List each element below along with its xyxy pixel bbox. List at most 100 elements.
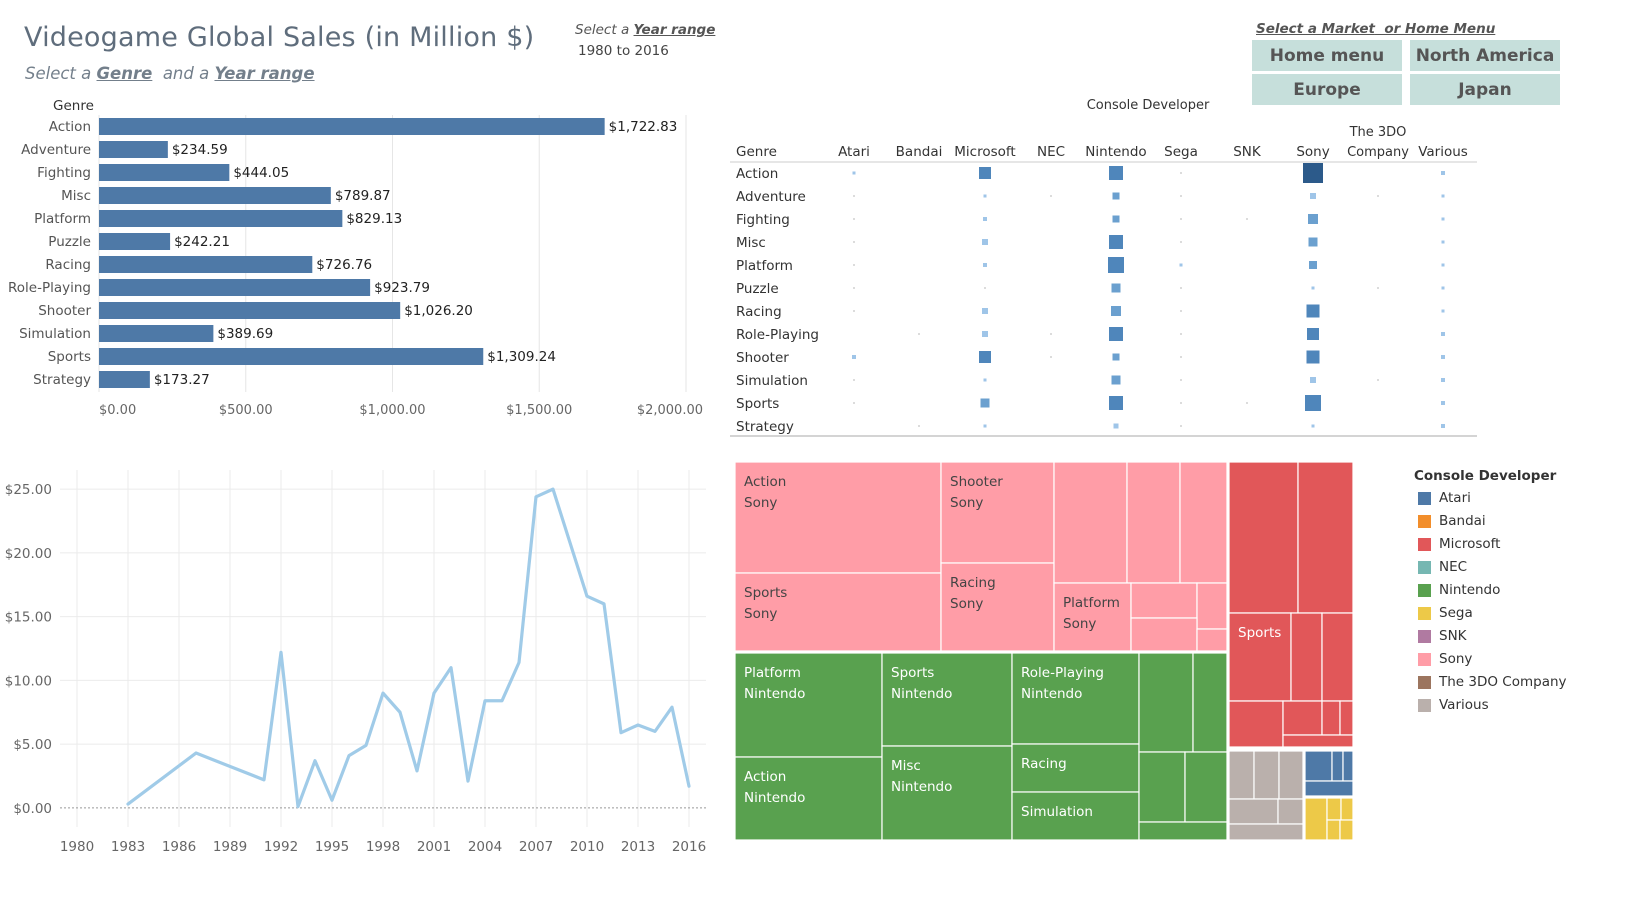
treemap-tile[interactable] (1184, 751, 1228, 823)
bar[interactable] (99, 256, 313, 273)
heatmap-cell[interactable] (1109, 327, 1123, 341)
heatmap-cell[interactable] (853, 402, 855, 404)
treemap-tile[interactable] (1228, 798, 1279, 825)
heatmap-cell[interactable] (1180, 195, 1182, 197)
heatmap-cell[interactable] (1441, 378, 1445, 382)
category-label[interactable]: Platform (34, 211, 91, 227)
heatmap-cell[interactable] (984, 287, 986, 289)
row-label[interactable]: Simulation (736, 373, 808, 389)
heatmap-cell[interactable] (1305, 395, 1321, 411)
home-menu-link[interactable]: Home Menu (1405, 21, 1496, 37)
row-label[interactable]: Puzzle (736, 281, 779, 297)
heatmap-cell[interactable] (1109, 396, 1123, 410)
heatmap-cell[interactable] (1180, 310, 1182, 312)
heatmap-cell[interactable] (1180, 172, 1182, 174)
heatmap-cell[interactable] (983, 378, 987, 382)
heatmap-cell[interactable] (1180, 333, 1182, 335)
bar[interactable] (99, 371, 150, 388)
legend-item[interactable]: Microsoft (1418, 536, 1500, 552)
heatmap-cell[interactable] (1310, 193, 1316, 199)
row-label[interactable]: Platform (736, 258, 793, 274)
row-label[interactable]: Racing (736, 304, 782, 320)
legend-item[interactable]: Various (1418, 697, 1489, 713)
treemap-tile[interactable] (1196, 628, 1228, 652)
bar[interactable] (99, 279, 371, 296)
home-menu-button[interactable]: Home menu (1252, 40, 1402, 71)
developer-treemap[interactable]: Action Sony Sports Sony Shooter Sony Racing Son… (735, 462, 1355, 840)
heatmap-cell[interactable] (1180, 379, 1182, 381)
heatmap-cell[interactable] (1306, 304, 1320, 318)
treemap-tile[interactable] (1011, 743, 1140, 793)
treemap-tile[interactable] (1192, 652, 1228, 753)
legend-item[interactable]: The 3DO Company (1418, 674, 1567, 690)
heatmap-cell[interactable] (1112, 215, 1120, 223)
heatmap-cell[interactable] (1111, 306, 1121, 316)
heatmap-cell[interactable] (1441, 286, 1445, 290)
bar[interactable] (99, 348, 484, 365)
heatmap-cell[interactable] (1109, 235, 1123, 249)
heatmap-cell[interactable] (1180, 241, 1182, 243)
category-label[interactable]: Misc (61, 188, 91, 204)
treemap-tile[interactable] (1297, 462, 1354, 614)
bar[interactable] (99, 187, 331, 204)
yearly-sales-line-chart[interactable]: 1980 1983 1986 1989 1992 1995 1998 2001 2004 2007… (0, 465, 720, 865)
heatmap-cell[interactable] (1441, 309, 1445, 313)
category-label[interactable]: Action (49, 119, 91, 135)
heatmap-cell[interactable] (1112, 192, 1120, 200)
heatmap-cell[interactable] (1050, 195, 1052, 197)
heatmap-cell[interactable] (1303, 163, 1323, 183)
heatmap-cell[interactable] (1180, 356, 1182, 358)
treemap-tile[interactable] (1126, 462, 1181, 584)
treemap-tile[interactable] (1304, 797, 1328, 840)
heatmap-cell[interactable] (1306, 350, 1320, 364)
treemap-tile[interactable] (735, 572, 942, 652)
bar[interactable] (99, 164, 230, 181)
treemap-tile[interactable] (1228, 462, 1299, 614)
heatmap-cell[interactable] (1377, 379, 1379, 381)
heatmap-cell[interactable] (1246, 218, 1248, 220)
japan-button[interactable]: Japan (1410, 74, 1560, 105)
treemap-tile[interactable] (1011, 791, 1140, 840)
treemap-tile[interactable] (1282, 734, 1354, 748)
heatmap-cell[interactable] (1310, 377, 1316, 383)
heatmap-cell[interactable] (1180, 402, 1182, 404)
heatmap-cell[interactable] (1309, 261, 1317, 269)
heatmap-cell[interactable] (853, 310, 855, 312)
category-label[interactable]: Role-Playing (8, 280, 91, 296)
treemap-tile[interactable] (1339, 700, 1354, 736)
year-range-value[interactable]: 1980 to 2016 (578, 43, 669, 59)
treemap-tile[interactable] (1342, 750, 1354, 782)
row-label[interactable]: Fighting (736, 212, 790, 228)
heatmap-cell[interactable] (1050, 356, 1052, 358)
treemap-tile[interactable] (1228, 700, 1284, 748)
treemap-tile[interactable] (735, 652, 883, 758)
treemap-tile[interactable] (1011, 652, 1140, 745)
treemap-tile[interactable] (1138, 821, 1228, 840)
heatmap-cell[interactable] (1377, 195, 1379, 197)
category-label[interactable]: Fighting (37, 165, 91, 181)
heatmap-cell[interactable] (1307, 328, 1319, 340)
heatmap-cell[interactable] (1441, 171, 1445, 175)
category-label[interactable]: Strategy (33, 372, 91, 388)
treemap-tile[interactable] (1290, 612, 1323, 702)
heatmap-cell[interactable] (853, 264, 855, 266)
legend-item[interactable]: SNK (1418, 628, 1467, 644)
heatmap-cell[interactable] (1180, 287, 1182, 289)
treemap-tile[interactable] (1331, 750, 1344, 782)
row-label[interactable]: Adventure (736, 189, 806, 205)
category-label[interactable]: Racing (45, 257, 91, 273)
bar[interactable] (99, 210, 343, 227)
heatmap-cell[interactable] (983, 424, 987, 428)
treemap-tile[interactable] (1253, 750, 1280, 800)
heatmap-cell[interactable] (918, 333, 920, 335)
bar[interactable] (99, 302, 401, 319)
console-developer-heatmap[interactable]: Console Developer Genre Atari Bandai Microso… (720, 92, 1510, 452)
category-label[interactable]: Adventure (21, 142, 91, 158)
heatmap-cell[interactable] (1111, 283, 1121, 293)
treemap-tile[interactable] (1326, 797, 1342, 821)
category-label[interactable]: Simulation (19, 326, 91, 342)
heatmap-cell[interactable] (982, 331, 988, 337)
heatmap-cell[interactable] (1112, 353, 1120, 361)
legend-item[interactable]: Sega (1418, 605, 1473, 621)
heatmap-cell[interactable] (1441, 217, 1445, 221)
